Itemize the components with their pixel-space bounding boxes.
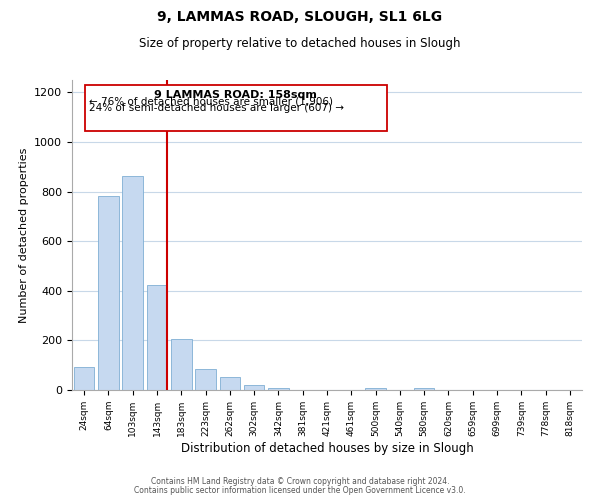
Bar (146, 286, 167, 390)
FancyBboxPatch shape (85, 85, 386, 131)
Text: 9, LAMMAS ROAD, SLOUGH, SL1 6LG: 9, LAMMAS ROAD, SLOUGH, SL1 6LG (157, 10, 443, 24)
Text: Contains HM Land Registry data © Crown copyright and database right 2024.: Contains HM Land Registry data © Crown c… (151, 477, 449, 486)
Bar (268, 388, 289, 390)
Bar (220, 377, 240, 390)
Bar (195, 370, 216, 390)
Bar (98, 196, 119, 390)
Bar (171, 340, 191, 390)
Bar (74, 367, 94, 390)
Bar (244, 384, 265, 390)
Y-axis label: Number of detached properties: Number of detached properties (19, 148, 29, 322)
Bar (414, 388, 434, 390)
X-axis label: Distribution of detached houses by size in Slough: Distribution of detached houses by size … (181, 442, 473, 454)
Text: 24% of semi-detached houses are larger (607) →: 24% of semi-detached houses are larger (… (89, 103, 344, 113)
Text: Contains public sector information licensed under the Open Government Licence v3: Contains public sector information licen… (134, 486, 466, 495)
Text: ← 76% of detached houses are smaller (1,906): ← 76% of detached houses are smaller (1,… (89, 96, 333, 106)
Text: 9 LAMMAS ROAD: 158sqm: 9 LAMMAS ROAD: 158sqm (154, 90, 317, 100)
Bar (122, 176, 143, 390)
Text: Size of property relative to detached houses in Slough: Size of property relative to detached ho… (139, 38, 461, 51)
Bar (365, 388, 386, 390)
